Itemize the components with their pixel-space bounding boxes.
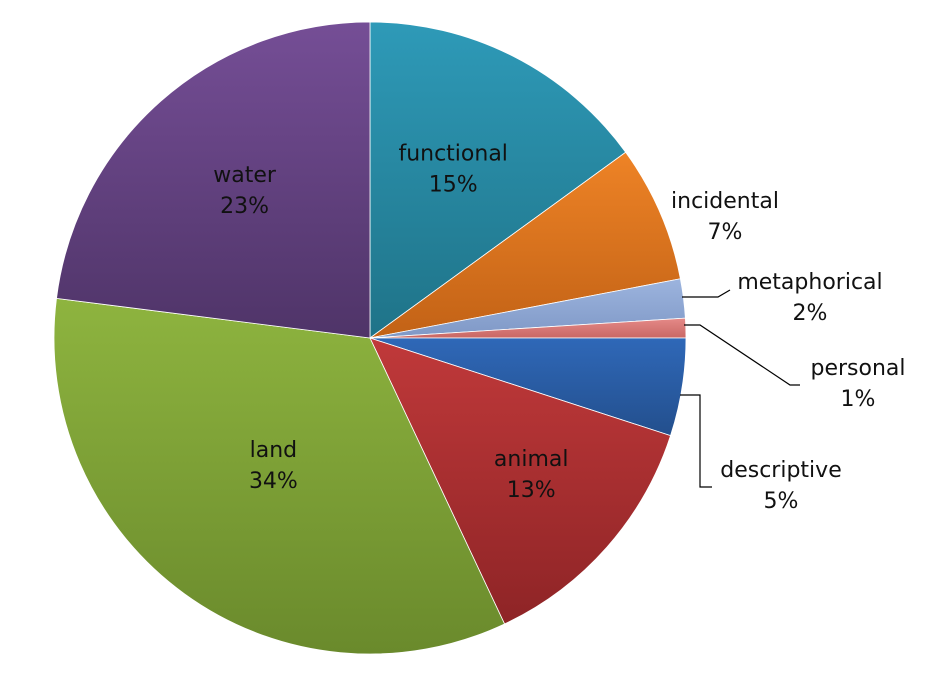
pie-slice-animal: [369, 337, 672, 625]
slice-name-incidental: incidental: [671, 189, 779, 214]
slice-name-metaphorical: metaphorical: [737, 270, 882, 295]
slice-name-descriptive: descriptive: [720, 458, 841, 483]
pie-slice-functional: [369, 21, 627, 339]
leader-line-personal: [684, 324, 800, 386]
slice-label-land: land 34%: [249, 438, 298, 494]
leader-lines: [680, 289, 800, 488]
leader-line-descriptive: [680, 394, 712, 488]
leader-line-metaphorical: [682, 289, 731, 298]
slice-name-land: land: [250, 438, 298, 463]
slice-labels: functional 15% incidental 7% metaphorical 2% p…: [213, 142, 905, 514]
slice-percent-metaphorical: 2%: [793, 301, 828, 326]
slice-label-incidental: incidental 7%: [671, 189, 779, 245]
pie-slice-land: [53, 297, 506, 655]
slice-label-water: water 23%: [213, 163, 277, 219]
slice-label-animal: animal 13%: [494, 447, 569, 503]
slice-percent-incidental: 7%: [708, 220, 743, 245]
slice-label-descriptive: descriptive 5%: [720, 458, 841, 514]
slice-label-personal: personal 1%: [810, 356, 905, 412]
slice-percent-land: 34%: [249, 469, 298, 494]
slice-name-functional: functional: [398, 142, 507, 167]
slice-percent-descriptive: 5%: [764, 489, 799, 514]
slice-percent-personal: 1%: [841, 387, 876, 412]
pie-slice-incidental: [369, 151, 681, 339]
pie-slices: [53, 21, 687, 655]
slice-name-personal: personal: [810, 356, 905, 381]
pie-slice-water: [56, 21, 371, 339]
slice-label-functional: functional 15%: [398, 142, 507, 198]
slice-name-water: water: [213, 163, 277, 188]
slice-percent-animal: 13%: [507, 478, 556, 503]
slice-percent-water: 23%: [220, 194, 269, 219]
slice-percent-functional: 15%: [429, 173, 478, 198]
slice-name-animal: animal: [494, 447, 569, 472]
slice-label-metaphorical: metaphorical 2%: [737, 270, 882, 326]
